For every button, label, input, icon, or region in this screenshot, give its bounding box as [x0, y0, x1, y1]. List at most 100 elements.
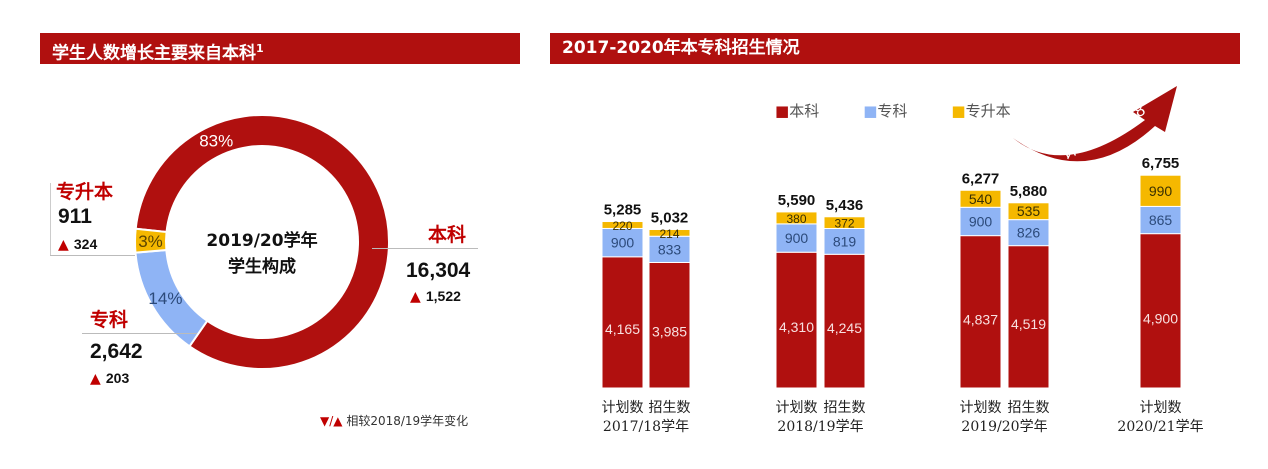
callout-zhuanshengben-label: 专升本 — [56, 181, 114, 203]
bar-value-label: 220 — [612, 219, 632, 233]
callout-zhuanke-label: 专科 — [90, 309, 129, 331]
bar-value-label: 214 — [659, 227, 679, 241]
bar-segment — [648, 228, 691, 237]
bar-value-label: 819 — [833, 233, 857, 249]
group-label: 2018/19学年 — [777, 419, 864, 435]
bar-category-label: 计划数 — [775, 400, 818, 416]
up-triangle-icon: ▲ — [58, 237, 69, 253]
bar-category-label: 招生数 — [1007, 400, 1050, 416]
bar-value-label: 900 — [611, 235, 635, 251]
bar-value-label: 4,837 — [963, 311, 998, 327]
bar-segment — [775, 251, 818, 389]
bar-value-label: 372 — [834, 217, 854, 231]
bar-segment — [775, 211, 818, 225]
change-value: 324 — [73, 236, 98, 252]
bar-segment — [775, 223, 818, 253]
legend-swatch: ■ — [951, 102, 966, 120]
donut-slice — [134, 227, 168, 254]
callout-zhuanke-change: ▲ 203 — [90, 368, 129, 387]
bar-category-label: 计划数 — [959, 400, 1002, 416]
legend-item-zhuanke: ■专科 — [863, 100, 907, 121]
bar-category-label: 计划数 — [601, 400, 644, 416]
bar-value-label: 4,245 — [827, 320, 862, 336]
down-up-triangle-icons: ▼/▲ — [320, 414, 343, 428]
bar-segment — [601, 256, 644, 389]
bar-value-label: 4,900 — [1143, 311, 1178, 327]
up-triangle-icon: ▲ — [410, 289, 421, 305]
donut-center-label: 2019/20学年 学生构成 — [196, 228, 328, 280]
right-title-text: 2017-2020年本专科招生情况 — [562, 38, 800, 58]
bar-segment — [1139, 205, 1182, 235]
bar-segment — [1007, 219, 1050, 247]
callout-leader-line — [50, 255, 135, 256]
right-panel-title: 2017-2020年本专科招生情况 — [550, 33, 1240, 64]
legend-swatch: ■ — [863, 102, 878, 120]
bar-segment — [823, 253, 866, 389]
footnote-text: 相较2018/19学年变化 — [346, 414, 469, 428]
callout-zhuanke-value: 2,642 — [90, 340, 143, 363]
bar-value-label: 900 — [969, 213, 993, 229]
legend-item-benke: ■本科 — [775, 100, 819, 121]
callout-leader-line — [372, 248, 478, 249]
bar-value-label: 826 — [1017, 225, 1041, 241]
legend-label: 专科 — [877, 102, 908, 120]
callout-benke-change: ▲ 1,522 — [410, 286, 461, 305]
legend-item-zhuanshengben: ■专升本 — [951, 100, 1010, 121]
bar-value-label: 3,985 — [652, 324, 687, 340]
bar-segment — [648, 261, 691, 389]
bar-value-label: 990 — [1149, 183, 1173, 199]
left-title-text: 学生人数增长主要来自本科 — [52, 43, 256, 64]
bar-category-label: 招生数 — [823, 400, 866, 416]
bar-value-label: 535 — [1017, 203, 1041, 219]
bar-value-label: 833 — [658, 241, 682, 257]
legend-label: 专升本 — [965, 102, 1011, 120]
center-label-line2: 学生构成 — [228, 257, 296, 277]
change-value: 203 — [105, 370, 130, 386]
bar-category-label: 招生数 — [648, 400, 691, 416]
bar-total-label: 5,032 — [651, 209, 689, 226]
change-value: 1,522 — [425, 288, 461, 304]
donut-slice-label: 83% — [199, 131, 233, 150]
callout-zhuanshengben-change: ▲ 324 — [58, 234, 97, 253]
callout-divider — [50, 183, 51, 255]
bar-category-label: 计划数 — [1139, 400, 1182, 416]
donut-slice — [134, 114, 390, 370]
bar-value-label: 900 — [785, 230, 809, 246]
legend: ■本科 ■专科 ■专升本 — [775, 100, 1011, 121]
group-label: 2017/18学年 — [602, 419, 690, 435]
callout-benke-label: 本科 — [428, 224, 467, 246]
donut-slice-label: 3% — [138, 232, 163, 251]
footnote: ▼/▲ 相较2018/19学年变化 — [320, 412, 468, 429]
bar-segment — [823, 227, 866, 255]
bar-segment — [601, 227, 644, 258]
group-label: 2020/21学年 — [1117, 419, 1204, 435]
bar-segment — [648, 235, 691, 263]
bar-total-label: 5,880 — [1010, 183, 1048, 200]
callout-benke-value: 16,304 — [406, 259, 471, 282]
bar-value-label: 865 — [1149, 212, 1173, 228]
left-panel-title: 学生人数增长主要来自本科1 — [40, 33, 520, 64]
bar-total-label: 6,277 — [962, 170, 1000, 187]
legend-label: 本科 — [789, 102, 820, 120]
bar-value-label: 4,310 — [779, 319, 814, 335]
group-label: 2019/20学年 — [961, 419, 1048, 435]
bar-segment — [1007, 245, 1050, 389]
bar-total-label: 5,285 — [604, 202, 642, 219]
bar-segment — [959, 235, 1002, 389]
up-triangle-icon: ▲ — [90, 371, 101, 387]
callout-zhuanshengben-value: 911 — [58, 205, 92, 228]
bar-total-label: 6,755 — [1142, 155, 1180, 172]
center-label-line1: 2019/20学年 — [206, 231, 318, 251]
donut-slice-label: 14% — [148, 289, 182, 308]
bar-segment — [959, 189, 1002, 208]
title-footnote-mark: 1 — [256, 42, 264, 55]
growth-arrow-icon: 计划数 +478 — [1013, 86, 1177, 163]
bar-value-label: 540 — [969, 191, 993, 207]
bar-value-label: 4,165 — [605, 321, 640, 337]
callout-leader-line — [82, 333, 197, 334]
legend-swatch: ■ — [775, 102, 790, 120]
donut-chart: 83% 14% 3% — [134, 114, 390, 370]
bar-segment — [1139, 174, 1182, 207]
bar-total-label: 5,436 — [826, 197, 864, 214]
